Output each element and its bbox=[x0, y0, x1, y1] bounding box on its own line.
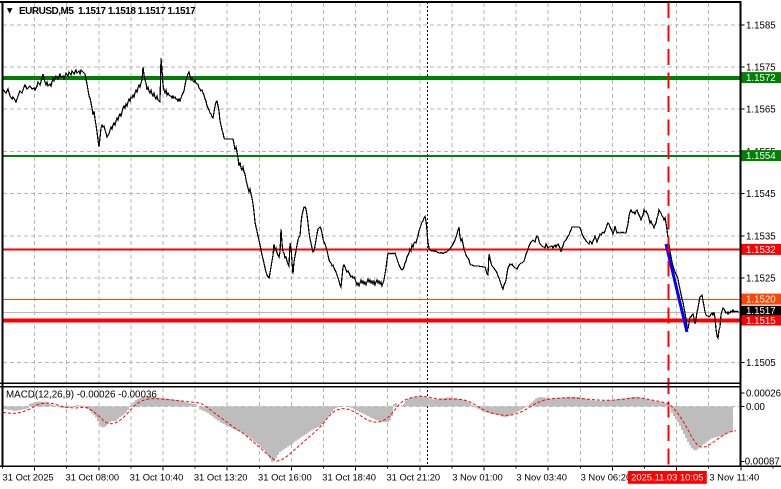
svg-text:31 Oct 08:00: 31 Oct 08:00 bbox=[65, 472, 119, 483]
svg-text:3 Nov 01:00: 3 Nov 01:00 bbox=[452, 472, 503, 483]
svg-text:1.1525: 1.1525 bbox=[746, 274, 776, 285]
svg-text:2025.11.03 10:05: 2025.11.03 10:05 bbox=[631, 472, 703, 483]
svg-text:1.1520: 1.1520 bbox=[746, 295, 776, 306]
svg-text:1.1575: 1.1575 bbox=[746, 63, 776, 74]
svg-text:1.1565: 1.1565 bbox=[746, 105, 776, 116]
svg-text:31 Oct 18:40: 31 Oct 18:40 bbox=[322, 472, 376, 483]
svg-text:1.1532: 1.1532 bbox=[746, 245, 776, 256]
svg-text:3 Nov 11:40: 3 Nov 11:40 bbox=[709, 472, 759, 483]
svg-text:1.1535: 1.1535 bbox=[746, 231, 776, 242]
svg-text:0.00: 0.00 bbox=[746, 402, 765, 413]
svg-text:1.1585: 1.1585 bbox=[746, 20, 776, 31]
svg-text:1.1515: 1.1515 bbox=[746, 316, 776, 327]
svg-text:0.00026: 0.00026 bbox=[746, 388, 781, 399]
svg-text:31 Oct 16:00: 31 Oct 16:00 bbox=[258, 472, 312, 483]
svg-text:31 Oct 2025: 31 Oct 2025 bbox=[3, 472, 54, 483]
svg-text:31 Oct 13:20: 31 Oct 13:20 bbox=[194, 472, 248, 483]
svg-text:EURUSD,M5 1.1517 1.1518 1.151: EURUSD,M5 1.1517 1.1518 1.1517 1.1517 bbox=[19, 6, 196, 17]
svg-text:1.1545: 1.1545 bbox=[746, 189, 776, 200]
svg-text:1.1505: 1.1505 bbox=[746, 358, 776, 369]
svg-text:31 Oct 21:20: 31 Oct 21:20 bbox=[386, 472, 440, 483]
svg-text:1.1572: 1.1572 bbox=[746, 73, 776, 84]
svg-text:▼: ▼ bbox=[5, 6, 14, 17]
svg-text:MACD(12,26,9) -0.00026 -0.0003: MACD(12,26,9) -0.00026 -0.00036 bbox=[6, 390, 157, 401]
svg-text:3 Nov 06:20: 3 Nov 06:20 bbox=[581, 472, 632, 483]
svg-text:31 Oct 10:40: 31 Oct 10:40 bbox=[130, 472, 184, 483]
svg-text:-0.00087: -0.00087 bbox=[742, 457, 780, 468]
svg-text:1.1517: 1.1517 bbox=[746, 306, 776, 317]
svg-text:1.1554: 1.1554 bbox=[746, 151, 776, 162]
svg-text:3 Nov 03:40: 3 Nov 03:40 bbox=[516, 472, 567, 483]
